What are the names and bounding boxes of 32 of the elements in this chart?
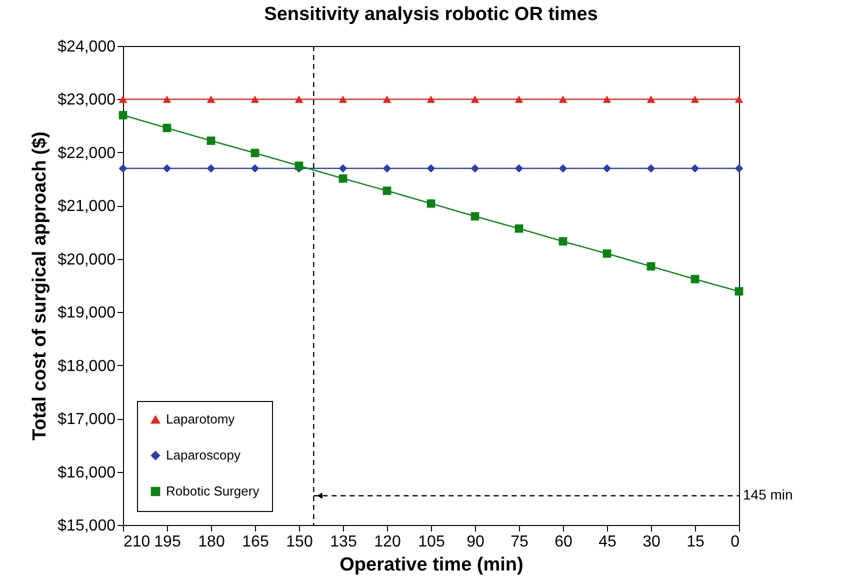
x-tick-label: 15 — [686, 534, 704, 550]
y-tick-label: $24,000 — [58, 38, 116, 56]
y-axis-title: Total cost of surgical approach ($) — [30, 132, 51, 440]
y-tick-label: $15,000 — [58, 518, 116, 534]
x-tick-label: 195 — [154, 534, 181, 550]
x-tick-label: 0 — [730, 534, 740, 550]
chart-title: Sensitivity analysis robotic OR times — [264, 4, 598, 25]
x-tick-label: 75 — [510, 534, 528, 550]
y-tick-label: $22,000 — [58, 144, 116, 162]
x-tick-label: 45 — [598, 534, 616, 550]
y-tick-label: $18,000 — [58, 358, 116, 375]
x-tick-label: 165 — [242, 534, 269, 550]
legend-label: Robotic Surgery — [166, 484, 260, 498]
x-tick-label: 135 — [330, 534, 357, 550]
y-tick-label: $20,000 — [58, 251, 116, 268]
legend-label: Laparotomy — [166, 412, 236, 426]
x-tick-label: 60 — [554, 534, 572, 550]
x-tick-label: 30 — [642, 534, 660, 550]
x-tick-label: 150 — [286, 534, 313, 550]
y-tick-label: $16,000 — [58, 464, 116, 482]
x-tick-label: 180 — [198, 534, 225, 550]
x-tick-label: 105 — [418, 534, 445, 550]
annotation: 145 min — [743, 486, 793, 503]
x-axis-title: Operative time (min) — [340, 554, 524, 576]
x-tick-label: 90 — [466, 534, 484, 550]
legend-label: Laparoscopy — [166, 448, 241, 462]
y-tick-label: $21,000 — [58, 198, 116, 216]
y-tick-label: $23,000 — [58, 92, 116, 109]
y-tick-label: $19,000 — [58, 304, 116, 322]
x-tick-label: 120 — [374, 534, 401, 550]
y-tick-label: $17,000 — [58, 411, 116, 428]
x-tick-label: 210 — [124, 534, 150, 550]
